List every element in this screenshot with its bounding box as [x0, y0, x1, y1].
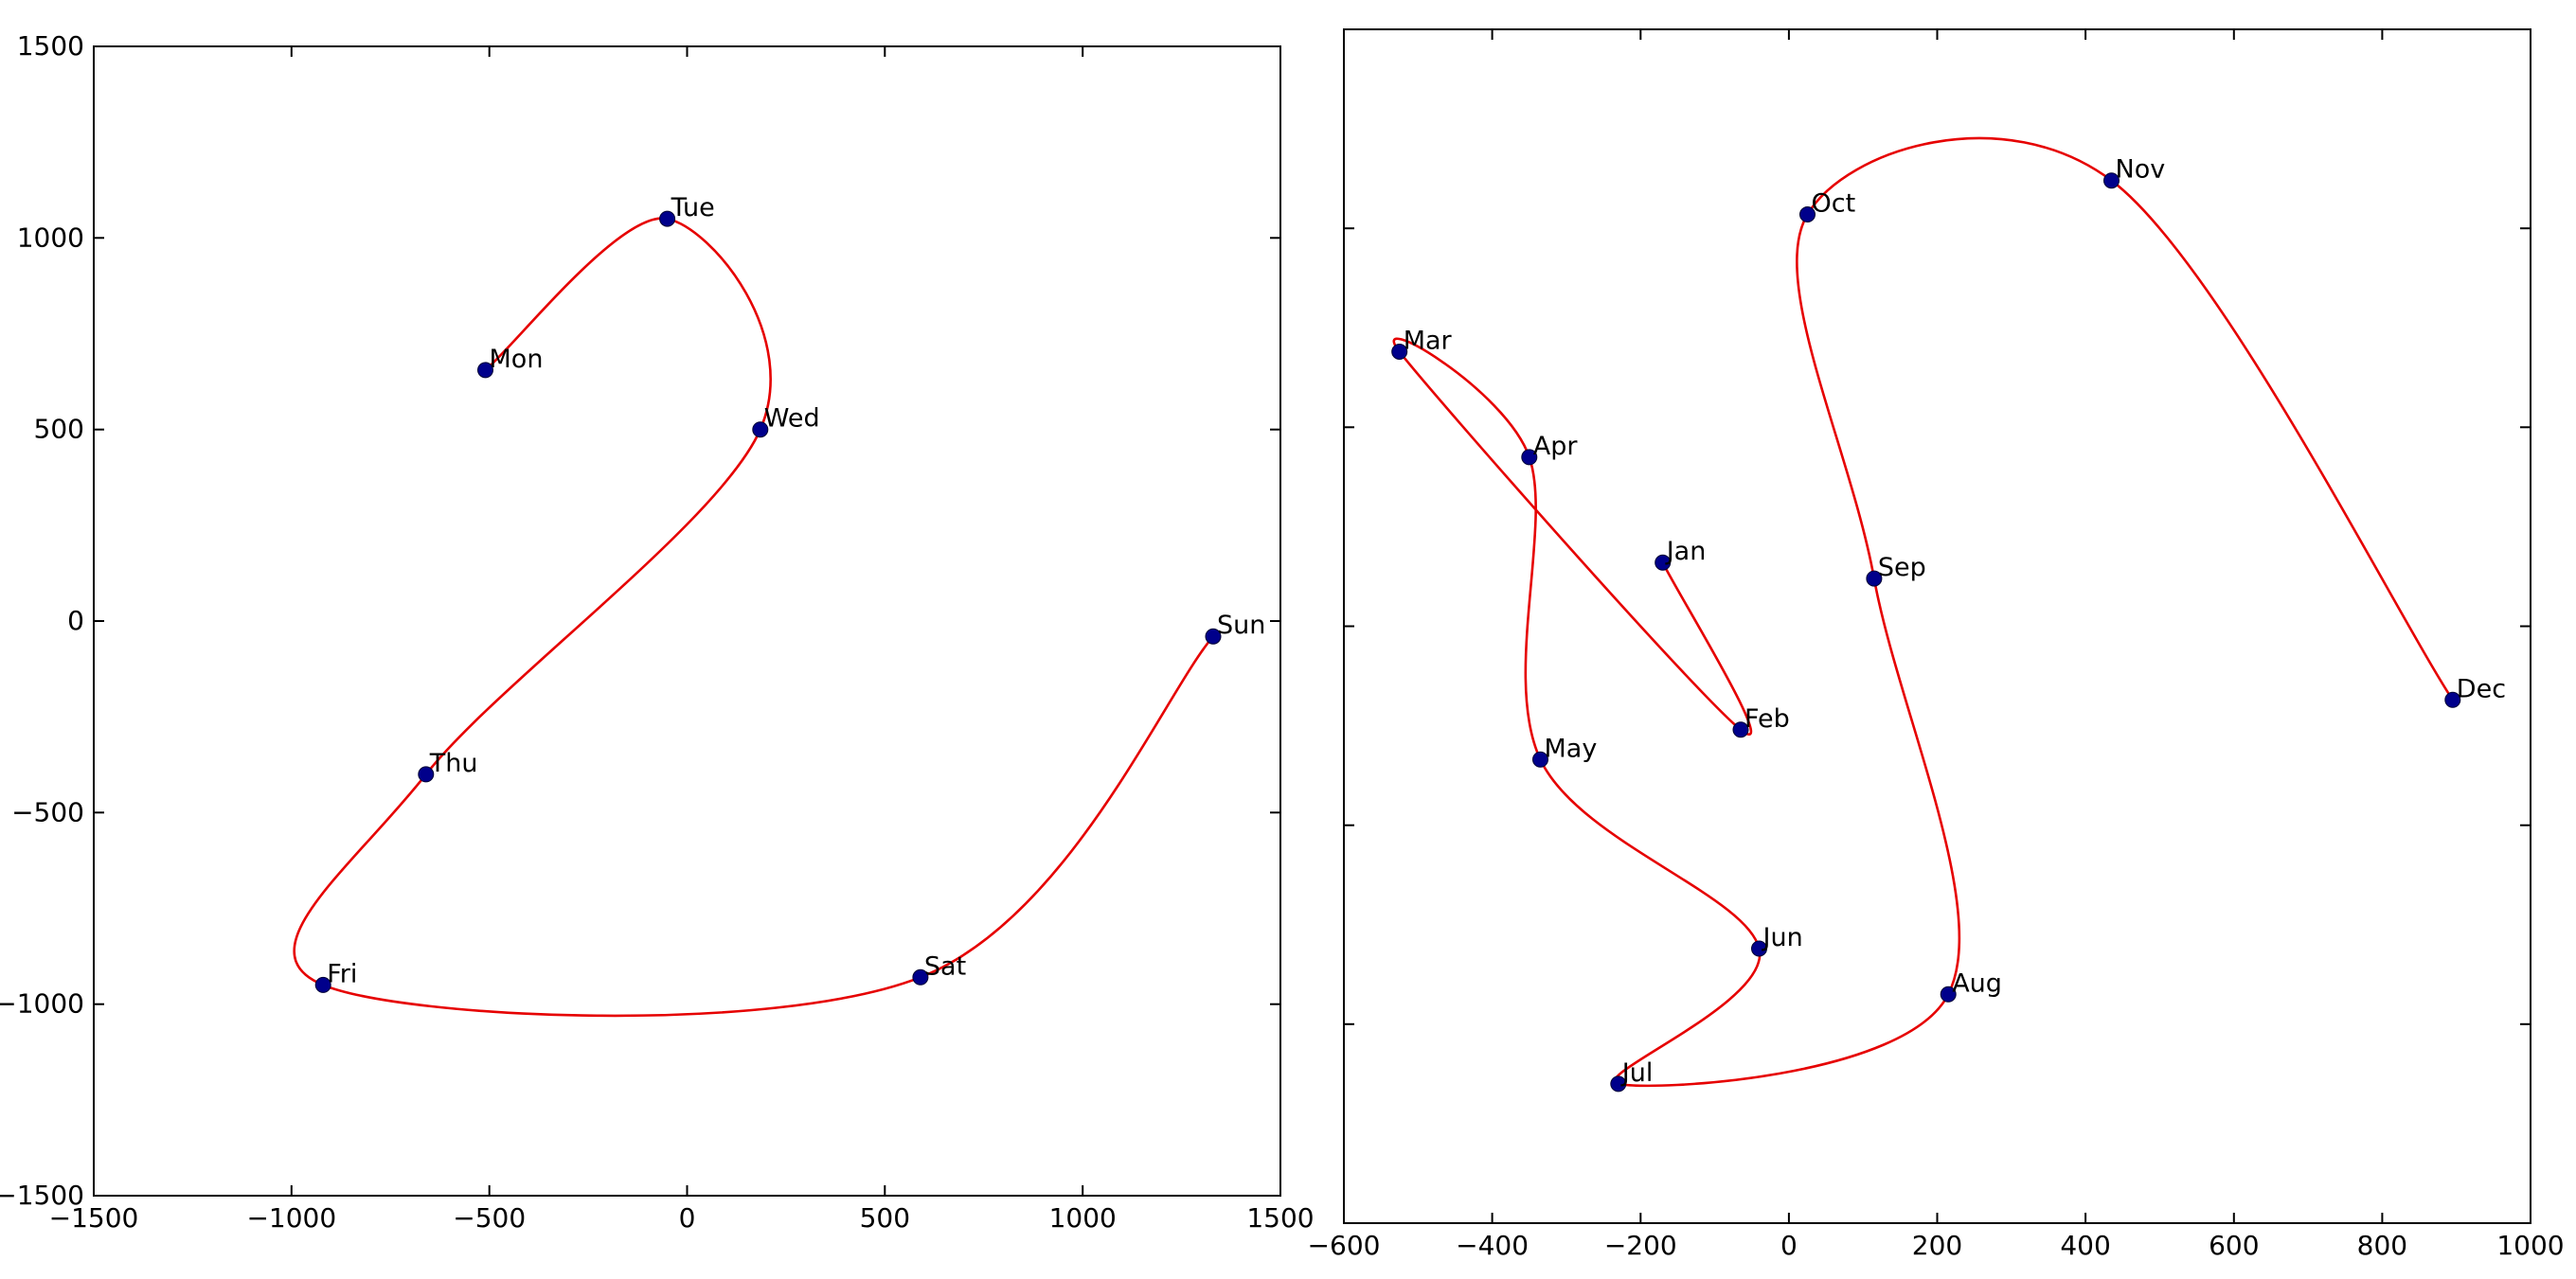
spline-curve: [1392, 136, 2455, 1088]
y-tick-label: −1000: [0, 988, 84, 1020]
point-label-mon: Mon: [490, 345, 544, 374]
x-tick-label: −500: [453, 1202, 526, 1234]
point-label-dec: Dec: [2457, 674, 2506, 703]
y-tick-label: 1500: [17, 30, 84, 62]
data-point-nov: [2103, 172, 2120, 189]
data-point-jul: [1610, 1075, 1627, 1092]
point-label-jul: Jul: [1620, 1058, 1654, 1088]
data-point-mar: [1391, 344, 1408, 360]
point-label-sep: Sep: [1878, 553, 1926, 582]
x-tick-label: 0: [679, 1202, 696, 1234]
data-point-may: [1532, 751, 1548, 768]
point-label-feb: Feb: [1744, 704, 1790, 734]
data-point-tue: [659, 210, 676, 227]
x-tick-label: −1000: [246, 1202, 336, 1234]
data-point-aug: [1940, 986, 1957, 1003]
spline-curve: [293, 217, 1215, 1018]
point-label-wed: Wed: [764, 404, 820, 434]
point-label-sat: Sat: [924, 951, 966, 981]
point-label-fri: Fri: [327, 959, 357, 988]
x-tick-label: 400: [2060, 1230, 2110, 1261]
x-tick-label: −400: [1456, 1230, 1529, 1261]
axes-frame: [1343, 28, 2531, 1224]
x-tick-label: 800: [2357, 1230, 2407, 1261]
month-spiral-plot: Jan Feb Mar Apr May Jun Jul Aug Sep Oct Nov Dec −600…: [1308, 28, 2565, 1261]
data-point-oct: [1799, 206, 1816, 222]
data-point-feb: [1732, 721, 1749, 738]
data-point-sat: [912, 968, 929, 986]
x-tick-label: −600: [1308, 1230, 1381, 1261]
point-label-jan: Jan: [1665, 537, 1707, 566]
x-tick-label: 1500: [1246, 1202, 1314, 1234]
point-label-apr: Apr: [1533, 432, 1579, 461]
x-tick-label: 500: [860, 1202, 910, 1234]
data-point-sun: [1205, 628, 1222, 645]
y-tick-label: 500: [34, 414, 84, 445]
point-label-sun: Sun: [1217, 611, 1265, 640]
y-tick-label: −1500: [0, 1180, 84, 1211]
point-label-aug: Aug: [1952, 968, 2002, 998]
data-point-mon: [477, 362, 493, 379]
data-point-thu: [418, 766, 435, 783]
data-point-fri: [314, 976, 331, 993]
day-spiral-plot: Mon Tue Wed Thu Fri Sat Sun −1500 −1000 −500 0 500 1…: [0, 30, 1315, 1234]
data-point-apr: [1521, 449, 1538, 466]
data-point-dec: [2444, 691, 2461, 708]
x-tick-label: 1000: [2496, 1230, 2564, 1261]
x-tick-label: 200: [1912, 1230, 1962, 1261]
x-tick-label: 0: [1780, 1230, 1798, 1261]
x-tick-label: −1500: [49, 1202, 139, 1234]
x-tick-label: 600: [2209, 1230, 2259, 1261]
point-label-mar: Mar: [1404, 327, 1453, 356]
point-label-nov: Nov: [2116, 155, 2166, 185]
point-label-jun: Jun: [1762, 923, 1803, 952]
x-tick-label: 1000: [1049, 1202, 1117, 1234]
point-label-oct: Oct: [1812, 189, 1856, 219]
data-point-sep: [1866, 570, 1883, 587]
point-label-thu: Thu: [429, 749, 478, 778]
data-point-jun: [1751, 940, 1767, 957]
data-point-wed: [752, 421, 769, 438]
y-tick-label: 0: [67, 605, 84, 636]
data-point-jan: [1655, 554, 1672, 571]
y-tick-label: −500: [11, 796, 84, 827]
y-tick-label: 1000: [17, 222, 84, 253]
point-label-tue: Tue: [671, 193, 715, 222]
point-label-may: May: [1545, 734, 1598, 763]
x-tick-label: −200: [1604, 1230, 1677, 1261]
